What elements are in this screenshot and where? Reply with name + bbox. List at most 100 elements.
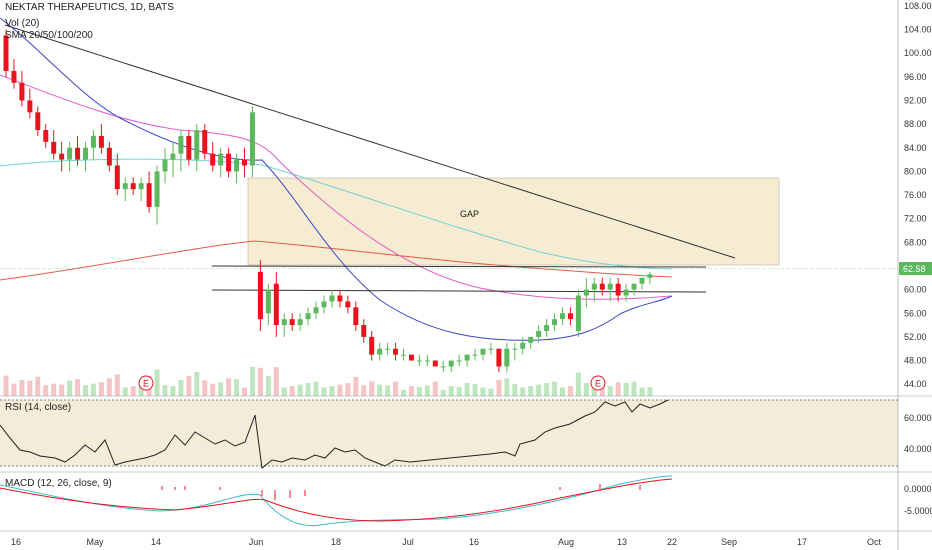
candle-body[interactable] — [385, 348, 391, 350]
candle-body[interactable] — [607, 283, 613, 290]
candle-body[interactable] — [488, 348, 494, 350]
candle-body[interactable] — [202, 130, 208, 154]
candle-body[interactable] — [552, 319, 558, 326]
candle-body[interactable] — [59, 153, 65, 160]
candle-body[interactable] — [194, 130, 200, 160]
volume-bar — [520, 387, 526, 396]
volume-bar — [305, 383, 311, 396]
candle-body[interactable] — [631, 283, 637, 290]
candle-body[interactable] — [416, 360, 422, 362]
candle-body[interactable] — [138, 183, 144, 190]
candle-body[interactable] — [496, 348, 502, 367]
candle-body[interactable] — [345, 301, 351, 308]
candle-body[interactable] — [313, 307, 319, 314]
candle-body[interactable] — [154, 171, 160, 207]
candle-body[interactable] — [122, 183, 128, 190]
candle-body[interactable] — [114, 165, 120, 190]
candle-body[interactable] — [623, 289, 629, 296]
candle-body[interactable] — [536, 330, 542, 337]
candle-body[interactable] — [130, 183, 136, 190]
candle-body[interactable] — [75, 147, 81, 160]
candle-body[interactable] — [210, 153, 216, 166]
candle-body[interactable] — [520, 342, 526, 349]
candle-body[interactable] — [401, 354, 406, 356]
candle-body[interactable] — [226, 153, 232, 172]
candle-body[interactable] — [146, 183, 152, 207]
candle-body[interactable] — [297, 319, 303, 326]
candle-body[interactable] — [273, 283, 279, 326]
volume-bar — [19, 379, 25, 396]
candle-body[interactable] — [448, 360, 454, 367]
candle-body[interactable] — [51, 141, 57, 154]
candle-body[interactable] — [305, 313, 311, 320]
candle-body[interactable] — [424, 360, 430, 362]
candle-body[interactable] — [591, 283, 597, 290]
time-tick-label: Jul — [402, 537, 414, 547]
candle-body[interactable] — [472, 354, 478, 356]
candle-body[interactable] — [583, 289, 589, 296]
candle-body[interactable] — [480, 348, 486, 355]
candle-body[interactable] — [83, 147, 88, 160]
volume-bar — [385, 385, 391, 396]
earnings-marker-may-label: E — [143, 379, 149, 389]
candle-body[interactable] — [639, 277, 645, 284]
price-tick-label: 68.00 — [904, 237, 927, 247]
candle-body[interactable] — [337, 295, 343, 302]
candle-body[interactable] — [560, 313, 565, 320]
candle-body[interactable] — [575, 295, 581, 331]
candle-body[interactable] — [599, 283, 605, 290]
earnings-marker-aug-circle[interactable] — [590, 375, 606, 391]
volume-bar — [226, 378, 232, 396]
candle-body[interactable] — [162, 159, 168, 172]
candle-body[interactable] — [615, 283, 621, 296]
candle-body[interactable] — [329, 295, 335, 302]
candle-body[interactable] — [35, 112, 41, 131]
candle-body[interactable] — [369, 336, 375, 355]
candle-body[interactable] — [393, 348, 399, 355]
candle-body[interactable] — [528, 336, 534, 343]
candle-body[interactable] — [98, 135, 104, 148]
candle-body[interactable] — [19, 82, 25, 101]
candle-body[interactable] — [67, 147, 73, 160]
candle-body[interactable] — [408, 354, 414, 361]
price-tick-label: 88.00 — [904, 119, 927, 129]
candle-body[interactable] — [265, 289, 271, 314]
volume-bar — [162, 385, 168, 396]
candle-body[interactable] — [11, 70, 17, 83]
candle-body[interactable] — [257, 271, 263, 320]
volume-bar — [377, 384, 383, 396]
candle-body[interactable] — [353, 307, 359, 326]
candle-body[interactable] — [377, 348, 383, 355]
candle-body[interactable] — [567, 313, 573, 320]
candle-body[interactable] — [432, 360, 438, 367]
candle-body[interactable] — [178, 135, 184, 154]
candle-body[interactable] — [106, 147, 112, 166]
candle-body[interactable] — [3, 35, 9, 71]
candle-body[interactable] — [504, 348, 510, 367]
candle-body[interactable] — [440, 366, 446, 368]
candle-body[interactable] — [512, 348, 518, 350]
earnings-marker[interactable]: E E — [138, 375, 606, 391]
candle-body[interactable] — [170, 153, 176, 160]
time-tick-label: 18 — [331, 537, 341, 547]
candle-body[interactable] — [544, 325, 550, 331]
candle-body[interactable] — [234, 159, 240, 172]
candle-body[interactable] — [186, 135, 192, 160]
candle-body[interactable] — [321, 301, 327, 308]
candle-body[interactable] — [647, 274, 653, 278]
candle-body[interactable] — [242, 159, 247, 166]
candle-body[interactable] — [289, 319, 295, 326]
volume-bar — [3, 375, 9, 396]
candle-body[interactable] — [27, 100, 33, 113]
candle-body[interactable] — [456, 360, 462, 362]
candle-body[interactable] — [249, 112, 255, 166]
candle-body[interactable] — [43, 130, 49, 142]
candle-body[interactable] — [361, 325, 367, 337]
candle-body[interactable] — [218, 153, 224, 166]
candle-body[interactable] — [281, 319, 287, 326]
candle-body[interactable] — [464, 354, 470, 361]
volume-bar — [186, 375, 192, 396]
earnings-marker-may-circle[interactable] — [138, 375, 154, 391]
candle-body[interactable] — [90, 135, 96, 148]
